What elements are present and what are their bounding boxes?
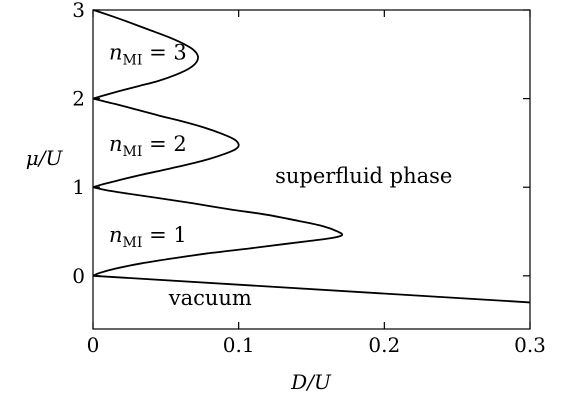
y-tick-label: 2 [72,87,85,111]
label-n3: nMI = 3 [109,41,187,69]
label-n2: nMI = 2 [109,132,187,160]
y-tick-label: 3 [72,0,85,22]
x-tick-label: 0.1 [223,333,255,357]
boundary-line-2 [92,97,240,189]
label-vacuum: vacuum [168,286,252,310]
y-tick-label: 0 [72,264,85,288]
x-axis-label: D/U [290,370,332,394]
x-tick-label: 0.3 [514,333,546,357]
label-n1: nMI = 1 [109,223,187,251]
boundary-line-3 [92,9,199,100]
phase-boundaries [92,9,531,304]
label-superfluid: superfluid phase [275,164,452,188]
region-labels: superfluid phase vacuum nMI = 1 nMI = 2 nMI … [109,41,452,310]
y-tick-label: 1 [72,175,85,199]
x-tick-label: 0 [87,333,100,357]
y-axis-label: μ/U [26,146,64,170]
boundary-line-1 [92,186,344,277]
plot-frame [92,9,531,330]
x-tick-label: 0.2 [368,333,400,357]
tick-labels: 0 0.1 0.2 0.3 0 1 2 3 [72,0,546,357]
boundary-line-4 [92,274,531,304]
